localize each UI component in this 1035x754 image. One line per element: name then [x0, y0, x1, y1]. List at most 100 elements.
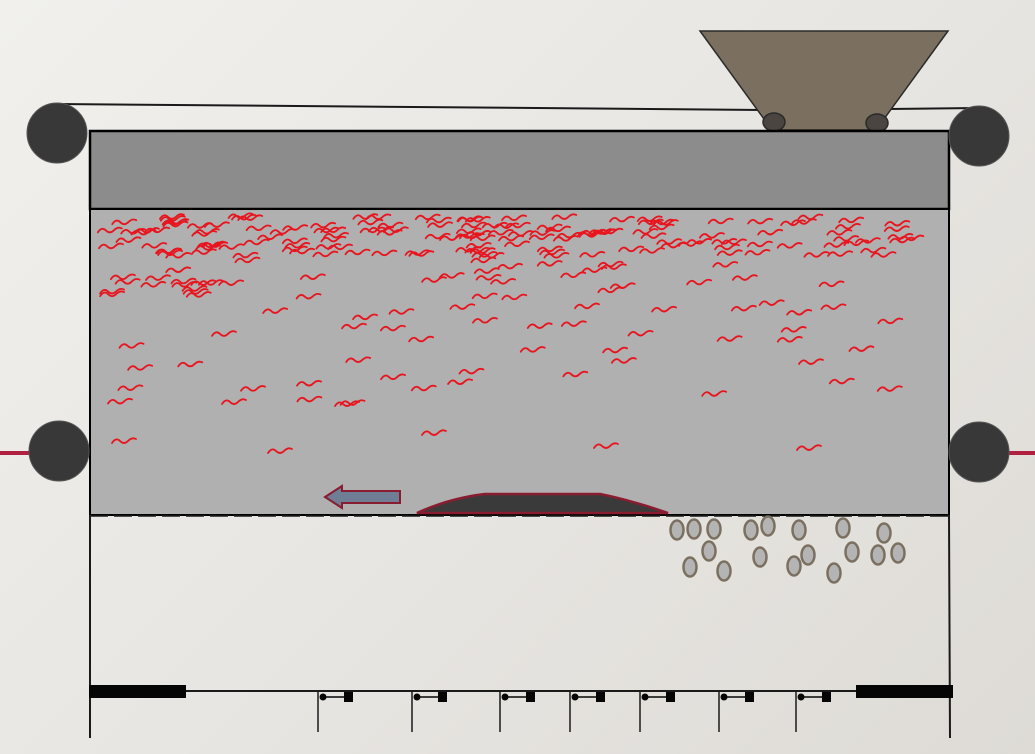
pellet-icon: [716, 560, 732, 582]
squiggle-icon: [507, 230, 534, 237]
bar-left: [89, 685, 186, 698]
squiggle-icon: [380, 324, 406, 332]
squiggle-icon: [887, 233, 914, 240]
squiggle-icon: [234, 256, 261, 264]
squiggle-icon: [159, 215, 186, 222]
squiggle-icon: [99, 290, 126, 298]
squiggle-icon: [487, 229, 514, 236]
squiggle-icon: [833, 235, 860, 242]
pin-joint-icon: [795, 691, 831, 732]
pin-joint-icon: [639, 691, 675, 732]
squiggle-icon: [731, 274, 758, 281]
pellet-icon: [682, 556, 698, 578]
squiggle-icon: [803, 251, 830, 258]
squiggle-icon: [408, 335, 435, 343]
pellet-icon: [786, 555, 802, 577]
squiggle-icon: [597, 286, 624, 294]
squiggle-icon: [797, 213, 824, 221]
squiggle-icon: [352, 213, 379, 220]
squiggle-icon: [218, 279, 245, 286]
squiggle-icon: [267, 447, 293, 454]
squiggle-icon: [551, 213, 578, 220]
squiggle-icon: [245, 224, 272, 232]
squiggle-icon: [447, 378, 473, 385]
pellets-group: [669, 515, 906, 584]
squiggle-icon: [528, 233, 555, 240]
squiggle-icon: [240, 385, 266, 392]
roller-mid-left: [28, 420, 90, 482]
squiggle-icon: [190, 279, 217, 286]
squiggle-icon: [854, 237, 881, 244]
squiggle-icon: [552, 235, 579, 242]
squiggle-icon: [493, 222, 520, 229]
squiggle-icon: [464, 247, 491, 254]
squiggle-icon: [424, 232, 451, 240]
squiggle-icon: [193, 228, 220, 235]
pin-joints-group: [317, 691, 831, 732]
squiggle-icon: [438, 272, 465, 279]
squiggle-icon: [299, 273, 326, 280]
pin-joint-icon: [569, 691, 605, 732]
squiggle-icon: [388, 308, 415, 315]
squiggle-icon: [165, 252, 192, 259]
squiggle-icon: [600, 263, 627, 270]
squiggle-icon: [460, 221, 487, 229]
squiggle-icon: [145, 274, 171, 281]
squiggle-icon: [501, 293, 528, 301]
squiggle-icon: [455, 227, 482, 234]
squiggle-icon: [158, 213, 185, 220]
squiggle-icon: [651, 305, 677, 313]
pellet-icon: [870, 544, 886, 566]
squiggle-icon: [883, 225, 910, 232]
squiggle-icon: [182, 288, 209, 295]
squiggle-icon: [562, 370, 589, 378]
squiggle-icon: [504, 221, 531, 229]
squiggle-icon: [339, 399, 366, 406]
squiggle-icon: [190, 248, 217, 255]
squiggle-icon: [519, 346, 546, 353]
squiggle-icon: [344, 248, 371, 256]
squiggle-icon: [257, 233, 283, 241]
squiggle-icon: [636, 215, 663, 222]
squiggle-icon: [454, 232, 481, 239]
pellet-icon: [669, 519, 685, 541]
squiggle-icon: [320, 235, 347, 243]
hopper-wheel-left: [762, 112, 786, 132]
squiggle-icon: [341, 322, 367, 330]
squiggle-icon: [120, 228, 147, 235]
squiggle-icon: [826, 229, 853, 236]
pellet-icon: [835, 517, 851, 539]
squiggle-icon: [834, 223, 861, 230]
squiggle-icon: [497, 262, 523, 270]
squiggle-icon: [203, 221, 230, 228]
squiggle-icon: [368, 225, 394, 233]
squiggle-icon: [414, 213, 441, 221]
squiggle-icon: [439, 234, 465, 241]
squiggle-icon: [243, 238, 270, 246]
squiggle-icon: [884, 220, 911, 227]
squiggle-icon: [232, 251, 259, 259]
pin-joint-icon: [718, 691, 754, 732]
squiggle-icon: [632, 228, 659, 235]
squiggle-icon: [117, 384, 144, 391]
squiggle-icon: [610, 357, 637, 364]
squiggle-icon: [211, 330, 237, 337]
squiggle-icon: [196, 241, 223, 249]
squiggle-icon: [776, 336, 803, 343]
squiggle-icon: [472, 317, 498, 324]
squiggle-icon: [780, 326, 807, 333]
squiggle-icon: [421, 429, 447, 436]
squiggle-icon: [410, 384, 437, 392]
squiggle-icon: [786, 309, 813, 316]
squiggle-icon: [320, 226, 347, 234]
squiggle-icon: [284, 242, 311, 249]
squiggle-icon: [543, 252, 570, 259]
squiggle-icon: [345, 356, 372, 363]
squiggle-icon: [877, 317, 904, 325]
squiggle-icon: [282, 224, 309, 231]
squiggle-icon: [111, 218, 138, 226]
pellet-icon: [800, 544, 816, 566]
squiggle-icon: [648, 218, 675, 226]
